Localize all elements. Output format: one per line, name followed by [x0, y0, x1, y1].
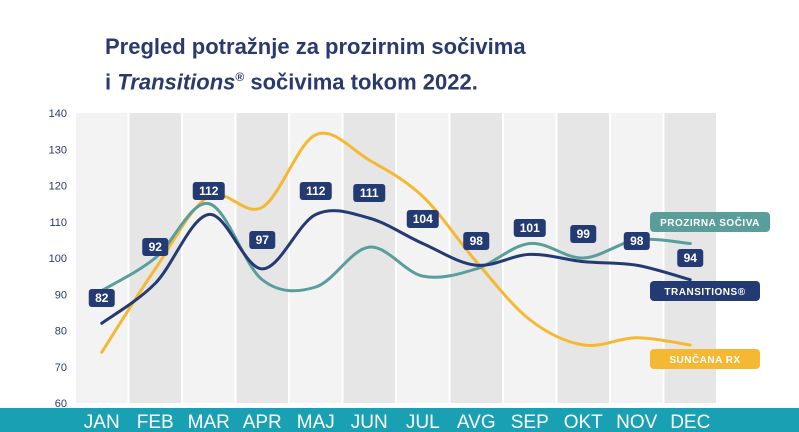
- data-label-box: [353, 184, 386, 202]
- data-label-box: [299, 182, 332, 200]
- x-tick-label: JUN: [351, 412, 388, 432]
- data-label-box: [406, 210, 439, 228]
- x-tick-label: DEC: [670, 412, 710, 432]
- data-label: 99: [577, 227, 591, 241]
- series-line: [100, 209, 692, 325]
- legend-pill: [650, 281, 760, 301]
- series-line: [100, 202, 692, 293]
- y-tick-label: 130: [49, 144, 67, 156]
- data-label-box: [249, 231, 276, 249]
- y-tick-label: 120: [49, 181, 67, 193]
- data-label-box: [623, 232, 650, 250]
- x-tick-label: APR: [243, 412, 282, 432]
- data-label: 98: [470, 234, 484, 248]
- data-label-box: [570, 225, 597, 243]
- data-label: 111: [360, 186, 379, 200]
- data-label: 98: [630, 234, 644, 248]
- x-tick-label: MAJ: [297, 412, 335, 432]
- x-tick-label: NOV: [616, 412, 658, 432]
- y-tick-label: 90: [55, 289, 67, 301]
- legend-label: SUNČANA RX: [669, 353, 740, 366]
- chart-title: Pregled potražnje za prozirnim sočivima …: [105, 32, 705, 97]
- x-tick-label: JUL: [406, 412, 440, 432]
- data-label: 92: [149, 240, 163, 254]
- data-label: 97: [256, 233, 270, 247]
- x-tick-label: JAN: [84, 412, 120, 432]
- data-label-box: [677, 249, 704, 267]
- chart-title-line2: i Transitions® sočivima tokom 2022.: [105, 62, 705, 97]
- data-label-box: [88, 289, 115, 307]
- column-band: [183, 113, 235, 403]
- data-label: 82: [95, 291, 109, 305]
- y-tick-label: 100: [49, 253, 67, 265]
- legend-label: PROZIRNA SOČIVA: [660, 216, 760, 229]
- data-label: 104: [413, 212, 433, 226]
- column-band: [397, 113, 449, 403]
- x-tick-label: OKT: [564, 412, 603, 432]
- x-tick-label: MAR: [188, 412, 230, 432]
- title-prefix: i: [105, 69, 118, 95]
- data-label-box: [513, 219, 546, 237]
- data-label: 112: [306, 184, 326, 198]
- title-suffix: sočivima tokom 2022.: [244, 69, 478, 95]
- x-tick-label: FEB: [137, 412, 174, 432]
- data-label: 112: [199, 184, 219, 198]
- column-band: [290, 113, 342, 403]
- legend-pill: [650, 212, 770, 232]
- y-tick-label: 60: [55, 398, 67, 410]
- chart-title-line1: Pregled potražnje za prozirnim sočivima: [105, 34, 526, 59]
- data-label-box: [463, 232, 490, 250]
- legend-label: TRANSITIONS®: [664, 287, 745, 298]
- x-tick-label: AVG: [457, 412, 496, 432]
- y-tick-label: 110: [49, 217, 67, 229]
- y-tick-label: 80: [55, 326, 67, 338]
- title-brand: Transitions: [117, 69, 236, 95]
- y-tick-label: 70: [55, 362, 67, 374]
- data-label-box: [142, 238, 169, 256]
- month-axis-band: [0, 408, 799, 432]
- legend-pill: [650, 349, 760, 369]
- column-band: [450, 113, 502, 403]
- column-band: [76, 113, 128, 403]
- data-label: 101: [520, 221, 540, 235]
- data-label: 94: [684, 251, 698, 265]
- data-label-box: [192, 182, 225, 200]
- title-registered-mark: ®: [235, 70, 245, 84]
- y-tick-label: 140: [49, 108, 67, 120]
- x-tick-label: SEP: [511, 412, 549, 432]
